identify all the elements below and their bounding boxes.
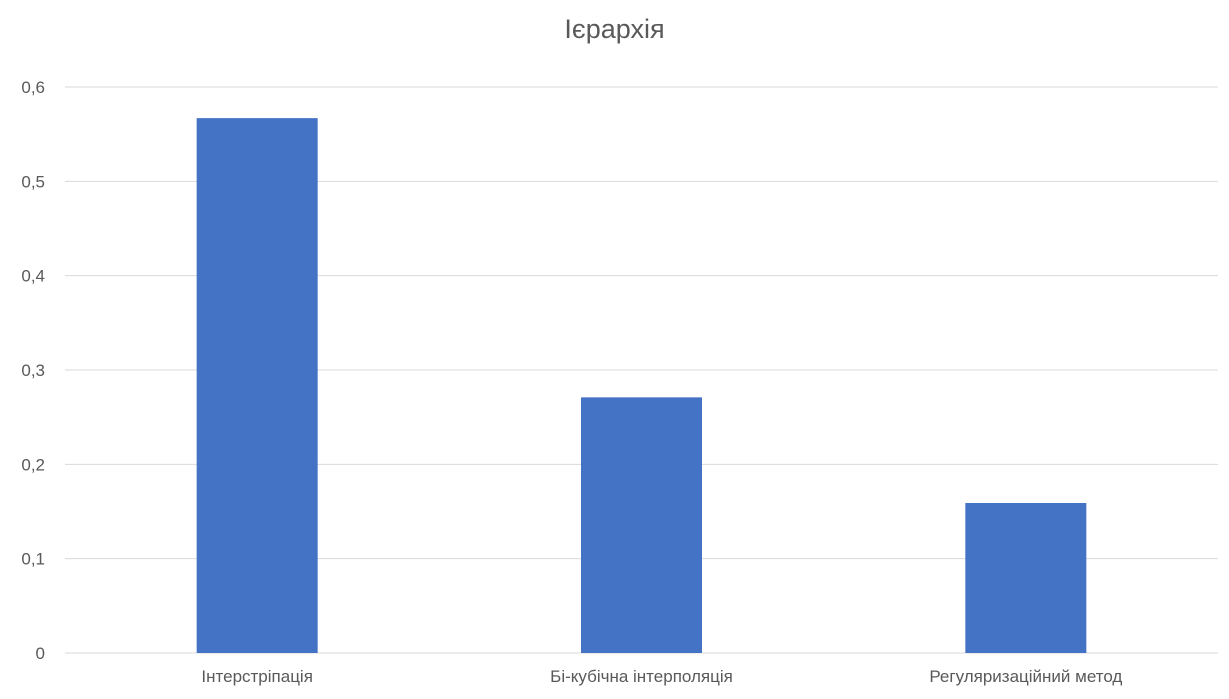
x-category-label: Регуляризаційний метод <box>929 667 1122 686</box>
y-tick-label: 0,6 <box>21 78 45 97</box>
bar <box>196 118 318 653</box>
y-tick-label: 0 <box>36 644 45 663</box>
bar <box>965 503 1087 653</box>
chart-title: Ієрархія <box>564 14 665 44</box>
x-category-label: Інтерстріпація <box>201 667 313 686</box>
y-tick-label: 0,1 <box>21 550 45 569</box>
bars <box>196 118 1087 653</box>
y-tick-label: 0,2 <box>21 455 45 474</box>
x-category-label: Бі-кубічна інтерполяція <box>550 667 733 686</box>
y-tick-label: 0,4 <box>21 267 45 286</box>
x-axis-category-labels: Інтерстріпація Бі-кубічна інтерполяція Рег… <box>201 667 1122 686</box>
y-tick-label: 0,3 <box>21 361 45 380</box>
y-axis-tick-labels: 0 0,1 0,2 0,3 0,4 0,5 0,6 <box>21 78 45 663</box>
bar <box>581 397 702 653</box>
y-tick-label: 0,5 <box>21 172 45 191</box>
